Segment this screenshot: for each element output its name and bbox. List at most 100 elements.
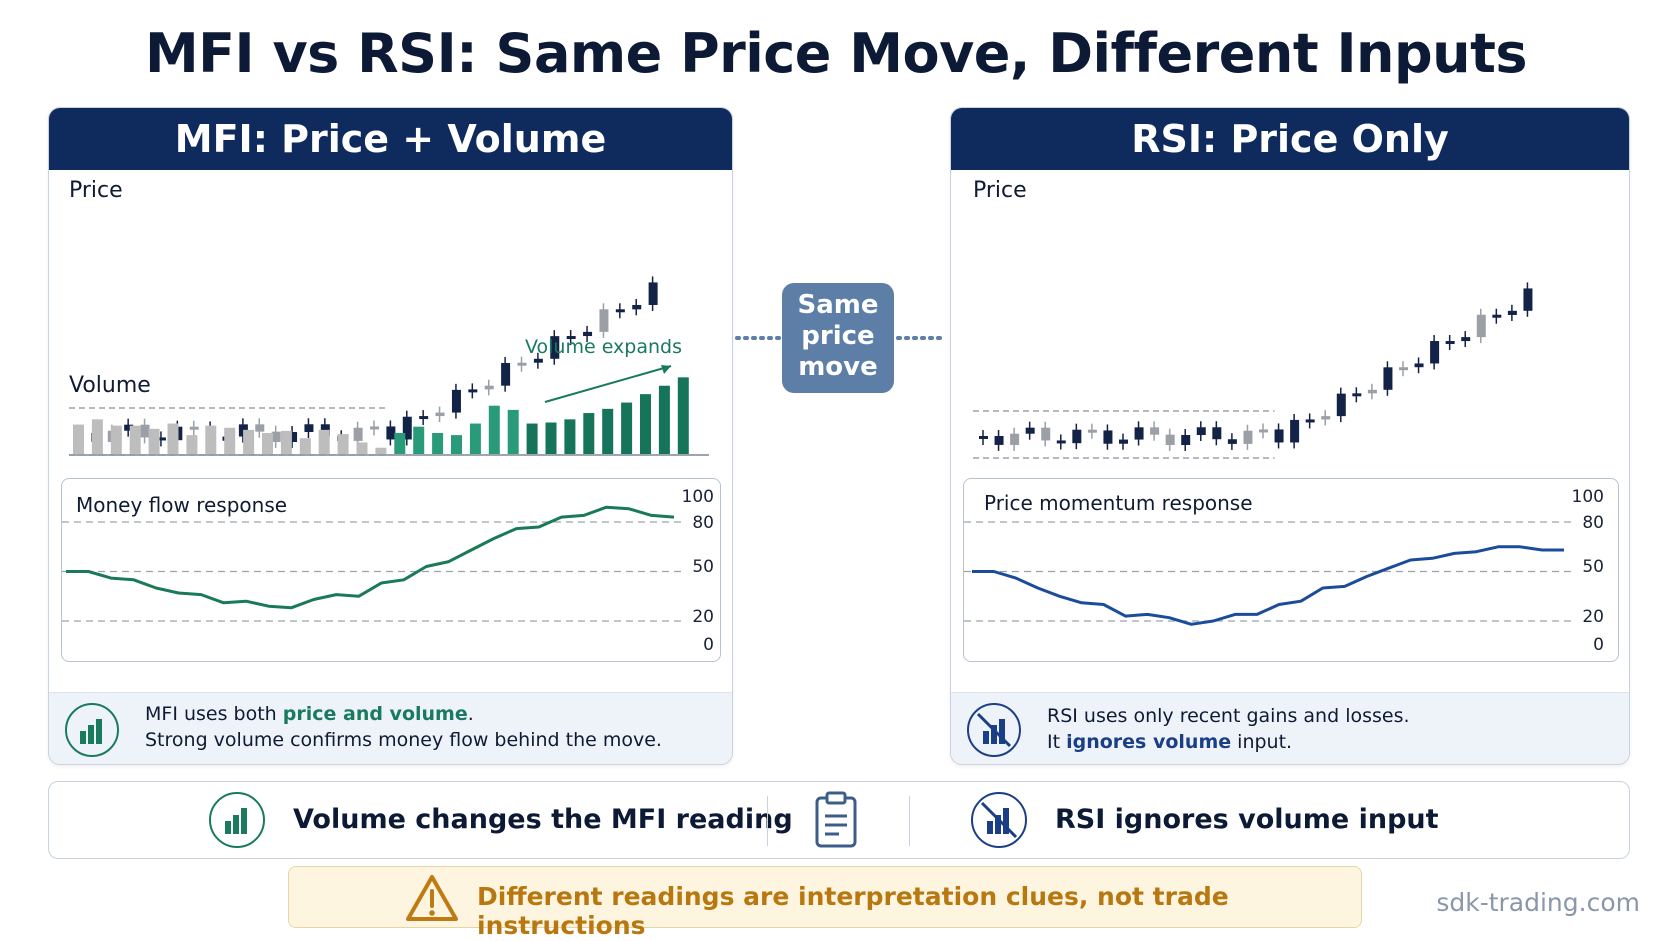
rsi-price-chart [973, 282, 1533, 459]
volume-bar [73, 424, 84, 454]
rsi-price-candle-body [1507, 310, 1517, 315]
rsi-price-candle-body [1227, 439, 1237, 444]
mfi-footer: MFI uses both price and volume. Strong v… [49, 692, 732, 764]
volume-bar [167, 423, 179, 454]
volume-bar [507, 409, 519, 454]
mfi-price-candle-body [353, 427, 363, 441]
volume-bar [564, 419, 576, 454]
mfi-price-candle-body [288, 432, 298, 442]
volume-bar [337, 434, 349, 454]
mfi-price-candle-body [517, 362, 527, 366]
rsi-price-candle-body [1119, 439, 1128, 444]
rsi-series-line [972, 545, 1564, 626]
mfi-tick-50: 50 [692, 557, 714, 577]
volume-bar [677, 377, 689, 454]
volume-bar [658, 385, 670, 454]
mfi-price-candle-body [189, 426, 199, 430]
mfi-price-candle-body [533, 358, 543, 363]
mfi-price-candle-body [271, 431, 281, 442]
rsi-price-candle-body [1072, 429, 1082, 444]
rsi-price-candle-body [1367, 389, 1377, 394]
mfi-tick-20: 20 [692, 607, 714, 627]
rsi-price-candle-body [1445, 341, 1455, 345]
volume-bar [224, 427, 236, 454]
rsi-price-candle-body [1134, 427, 1144, 440]
rsi-tick-0: 0 [1593, 635, 1604, 655]
volume-bar [488, 405, 500, 454]
mfi-price-candle-body [648, 282, 658, 305]
volume-bar [262, 433, 273, 454]
summary-bar: Volume changes the MFI reading RSI ignor… [48, 781, 1630, 859]
volume-expands-note: Volume expands [525, 336, 683, 358]
volume-bar [469, 423, 481, 454]
summary-no-volume-icon [971, 792, 1027, 848]
rsi-price-candle-body [1399, 367, 1408, 371]
rsi-price-candle-body [1305, 419, 1315, 423]
mfi-price-candle-body [304, 424, 314, 433]
volume-bar [621, 402, 633, 454]
rsi-price-candle-body [1103, 430, 1113, 444]
page-title: MFI vs RSI: Same Price Move, Different I… [144, 22, 1528, 85]
rsi-price-candle-body [1352, 393, 1362, 397]
rsi-price-candle-body [1492, 314, 1502, 318]
volume-bar [186, 435, 198, 454]
badge-line-3: move [798, 352, 878, 382]
rsi-price-candle-body [1056, 440, 1066, 444]
mfi-price-candle-body [402, 416, 412, 440]
volume-expands-arrow [544, 365, 672, 403]
rsi-price-candle-body [1461, 337, 1471, 342]
volume-bar [356, 442, 368, 454]
mfi-price-candle-body [583, 331, 593, 337]
money-flow-line-chart [62, 505, 684, 622]
rsi-price-candle-body [1430, 341, 1440, 364]
warning-banner: Different readings are interpretation cl… [288, 866, 1362, 940]
connector-dots-right [896, 336, 948, 340]
mfi-price-candle-body [419, 416, 429, 420]
mfi-footer-line-1: MFI uses both price and volume. [145, 703, 474, 725]
mfi-price-candle-body [484, 385, 494, 390]
volume-chart [69, 365, 709, 456]
rsi-price-candle-body [1274, 429, 1284, 443]
volume-bar [432, 433, 444, 454]
volume-bar [91, 419, 103, 454]
volume-bar [413, 426, 425, 454]
warning-text: Different readings are interpretation cl… [477, 882, 1229, 940]
volume-bar [129, 425, 141, 454]
rsi-price-candle-body [1196, 427, 1206, 436]
mfi-price-candle-body [615, 309, 625, 313]
rsi-price-candle-body [1414, 363, 1424, 368]
mfi-price-label: Price [69, 178, 123, 203]
volume-bar [148, 428, 160, 454]
rsi-price-candle-body [979, 436, 988, 439]
mfi-price-candle-body [140, 424, 150, 438]
badge-line-1: Same [797, 290, 879, 320]
bar-chart-icon [65, 703, 119, 757]
price-momentum-line-chart [964, 521, 1574, 626]
volume-bar [375, 447, 387, 454]
rsi-footer-line-2: It ignores volume input. [1047, 731, 1293, 753]
no-volume-icon [967, 703, 1021, 757]
volume-bar [394, 433, 406, 454]
volume-bar [640, 394, 651, 454]
volume-bar [205, 425, 217, 454]
rsi-panel: RSI: Price Only Price Price momentum res… [950, 107, 1630, 765]
mfi-tick-100: 100 [681, 487, 714, 507]
mfi-price-candle-body [550, 336, 560, 359]
rsi-panel-header: RSI: Price Only [951, 108, 1629, 170]
summary-right-text: RSI ignores volume input [1055, 804, 1439, 835]
rsi-footer-line-1: RSI uses only recent gains and losses. [1047, 705, 1410, 727]
rsi-response-title: Price momentum response [984, 491, 1253, 515]
mfi-price-candle-body [451, 389, 461, 413]
rsi-tick-50: 50 [1582, 557, 1604, 577]
volume-bar [110, 425, 122, 454]
rsi-price-candle-body [1259, 429, 1268, 433]
rsi-price-candle-body [1336, 393, 1346, 417]
rsi-price-candle-body [1041, 427, 1051, 441]
mfi-price-candle-body [501, 363, 511, 386]
mfi-response-title: Money flow response [76, 493, 288, 517]
rsi-price-candle-body [1383, 367, 1393, 390]
summary-divider-1 [767, 796, 768, 846]
mfi-panel: MFI: Price + Volume Price Volume Volume … [48, 107, 733, 765]
rsi-price-candle-body [1212, 427, 1222, 440]
rsi-price-candle-body [1165, 434, 1175, 445]
